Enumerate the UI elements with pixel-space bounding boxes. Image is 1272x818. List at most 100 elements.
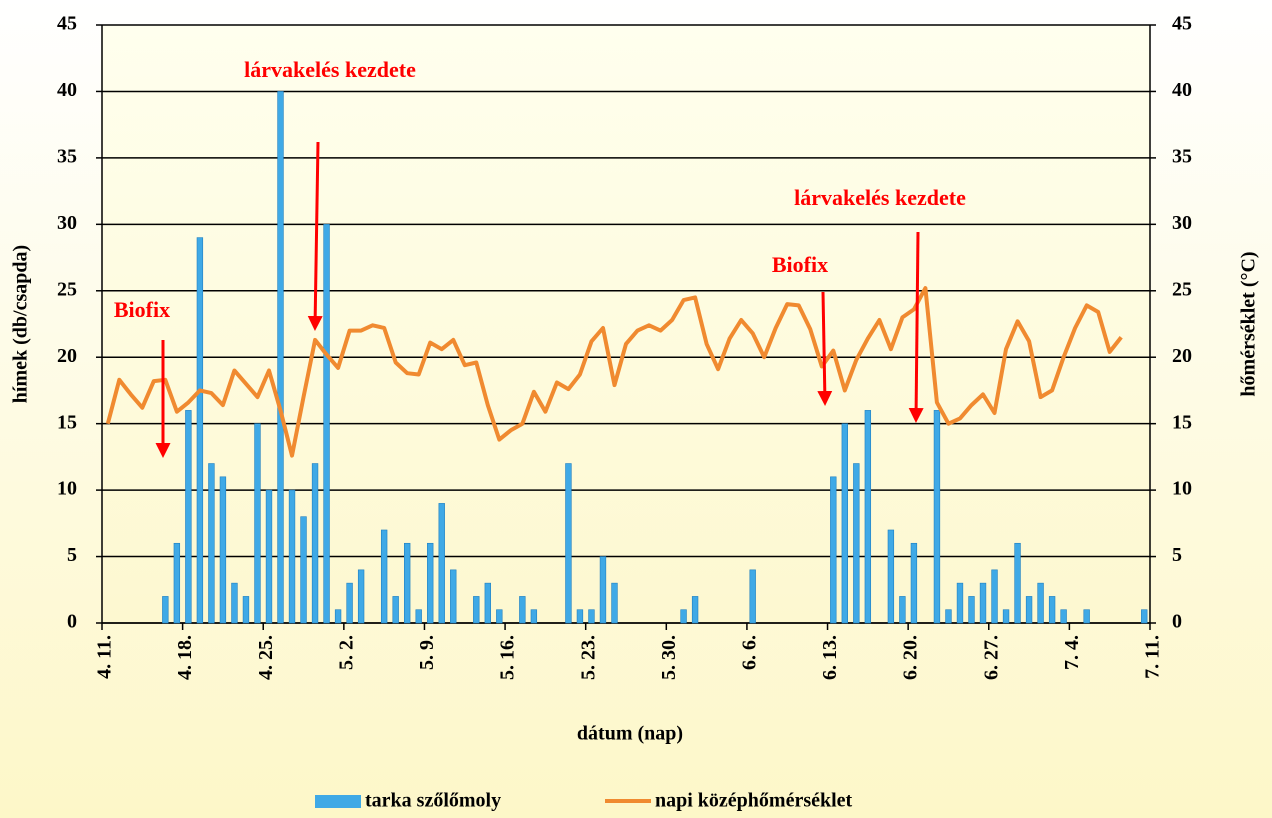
bar <box>933 410 941 624</box>
bar <box>519 596 526 624</box>
bar <box>830 476 837 624</box>
y2-tick-label: 35 <box>1172 145 1192 167</box>
bar <box>473 596 480 624</box>
y-tick-label: 45 <box>57 13 77 35</box>
bar <box>288 489 296 624</box>
x-tick-label: 6. 27. <box>980 635 1002 680</box>
y-tick-label: 5 <box>67 544 77 566</box>
bar <box>265 489 273 624</box>
annotation: lárvakelés kezdete <box>244 57 416 82</box>
x-tick-label: 5. 16. <box>497 635 519 680</box>
bar <box>242 596 250 624</box>
bar <box>910 542 918 624</box>
bar <box>749 569 756 624</box>
y2-tick-label: 40 <box>1172 79 1192 101</box>
x-tick-label: 5. 30. <box>658 635 680 680</box>
temperature-line <box>105 286 1123 458</box>
bar <box>311 463 319 624</box>
y2-axis-title: hőmérséklet (°C) <box>1238 251 1260 396</box>
legend-swatch <box>315 795 361 808</box>
bar <box>208 463 215 624</box>
x-tick-label: 7. 4. <box>1061 635 1083 670</box>
bar <box>392 596 399 624</box>
bar <box>450 569 457 624</box>
bar <box>346 582 353 624</box>
bar <box>415 609 422 624</box>
bar <box>611 582 618 624</box>
x-tick-label: 4. 11. <box>94 635 116 679</box>
bar <box>334 609 342 624</box>
y2-tick-label: 30 <box>1172 212 1192 234</box>
bar <box>841 423 848 624</box>
x-tick-label: 7. 11. <box>1142 635 1164 679</box>
bar <box>185 410 192 624</box>
legend-label: tarka szőlőmoly <box>365 790 501 812</box>
bar <box>1002 609 1010 624</box>
x-tick-label: 6. 13. <box>819 635 841 680</box>
bar <box>1060 609 1067 624</box>
y2-tick-label: 5 <box>1172 544 1182 566</box>
bar <box>691 596 699 624</box>
bar <box>1141 609 1148 624</box>
bar <box>599 556 607 624</box>
bar <box>968 596 975 624</box>
bar <box>979 582 987 624</box>
bar <box>380 529 388 624</box>
x-tick-label: 5. 9. <box>416 635 438 670</box>
bar <box>1014 542 1021 624</box>
bar <box>427 542 434 624</box>
x-tick-label: 5. 2. <box>335 635 357 670</box>
y-tick-label: 0 <box>67 611 77 633</box>
bar <box>196 237 204 624</box>
annotation-arrow <box>817 291 833 406</box>
bar <box>530 609 538 624</box>
bar <box>956 582 964 624</box>
bar <box>277 91 284 624</box>
y-tick-label: 20 <box>57 345 77 367</box>
annotation: lárvakelés kezdete <box>794 185 966 210</box>
y-tick-label: 30 <box>57 212 77 234</box>
y2-tick-label: 25 <box>1172 278 1192 300</box>
bar <box>219 476 227 624</box>
y2-tick-label: 15 <box>1172 411 1192 433</box>
y2-tick-label: 20 <box>1172 345 1192 367</box>
bar <box>1048 596 1056 624</box>
bar <box>323 224 330 624</box>
bar <box>588 609 595 624</box>
bar <box>853 463 860 624</box>
annotation: Biofix <box>772 252 828 277</box>
bar <box>162 596 169 624</box>
plot-area <box>102 25 1150 623</box>
bar <box>991 569 998 624</box>
y2-tick-label: 10 <box>1172 478 1192 500</box>
bar <box>887 529 895 624</box>
bar <box>864 410 872 624</box>
x-axis-title: dátum (nap) <box>577 723 683 745</box>
y2-tick-label: 0 <box>1172 611 1182 633</box>
bar <box>680 609 687 624</box>
y2-tick-label: 45 <box>1172 13 1192 35</box>
y-tick-label: 35 <box>57 145 77 167</box>
bar <box>565 463 572 624</box>
x-tick-label: 5. 23. <box>577 635 599 680</box>
bar <box>254 423 261 624</box>
bar <box>576 609 584 624</box>
bar <box>899 596 906 624</box>
x-tick-label: 4. 18. <box>174 635 196 680</box>
bar <box>357 569 365 624</box>
bar <box>231 582 238 624</box>
annotation: Biofix <box>114 297 170 322</box>
bar <box>496 609 503 624</box>
x-tick-label: 4. 25. <box>255 635 277 680</box>
bar <box>404 542 411 624</box>
bar <box>484 582 491 624</box>
bar <box>1083 609 1090 624</box>
bar <box>300 516 307 624</box>
bar <box>945 609 952 624</box>
y-tick-label: 15 <box>57 411 77 433</box>
bar <box>1025 596 1033 624</box>
annotation-arrow <box>307 141 323 331</box>
annotation-arrow <box>908 231 924 423</box>
bar <box>173 542 181 624</box>
